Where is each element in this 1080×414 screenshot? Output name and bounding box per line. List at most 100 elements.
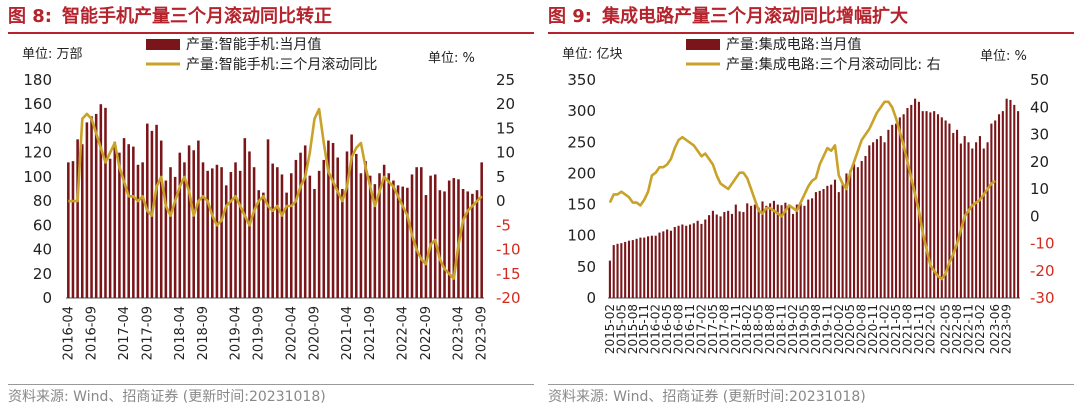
left-axis-tick: 300 (567, 102, 596, 120)
bar (952, 132, 955, 298)
bar (220, 167, 223, 298)
bar (164, 180, 168, 298)
chart-panel-ic: 图 9: 集成电路产量三个月滚动同比增幅扩大 单位: 亿块 单位: % 产量:集成电路… (548, 0, 1074, 414)
bar (612, 245, 615, 298)
x-axis-tick: 2018-04 (173, 306, 188, 360)
left-axis-tick: 80 (33, 192, 52, 210)
right-axis-tick: 10 (1030, 180, 1049, 198)
right-axis-tick: -20 (496, 289, 521, 307)
bar (719, 216, 722, 298)
left-axis-tick: 0 (42, 289, 52, 307)
bar (940, 117, 943, 298)
bar (856, 167, 859, 298)
x-axis-tick: 2021-04 (340, 306, 355, 360)
x-axis-tick: 2019-08 (809, 304, 823, 354)
right-axis-tick: 20 (1030, 153, 1049, 171)
bar (765, 205, 768, 298)
bar (201, 162, 205, 298)
bar (438, 190, 442, 298)
bar (401, 186, 404, 298)
x-axis-tick: 2015-11 (637, 304, 651, 354)
left-axis-tick: 180 (23, 71, 52, 89)
legend-line-label: 产量:集成电路:三个月滚动同比: 右 (726, 56, 941, 73)
bar (415, 167, 418, 298)
bar (742, 212, 745, 298)
x-axis-tick: 2023-09 (475, 306, 490, 360)
left-axis-unit: 单位: 亿块 (562, 47, 623, 62)
bar (738, 211, 741, 298)
bar (122, 138, 126, 298)
x-axis-tick: 2021-09 (363, 306, 378, 360)
bar (299, 152, 302, 298)
bar (944, 120, 947, 298)
bar (902, 114, 905, 298)
right-axis-tick: -15 (496, 265, 521, 283)
x-axis-tick: 2015-05 (614, 304, 628, 354)
bar (276, 167, 279, 298)
bar (224, 185, 228, 298)
bar (624, 241, 627, 298)
bar (704, 219, 707, 298)
left-axis-tick: 150 (567, 196, 596, 214)
x-axis-tick: 2018-02 (740, 304, 754, 354)
bar (294, 159, 298, 298)
bar (313, 189, 316, 298)
bar (387, 173, 391, 298)
bar (967, 142, 970, 298)
bar (1017, 111, 1020, 299)
bar (206, 170, 209, 298)
bar (136, 164, 140, 298)
x-axis-tick: 2021-11 (912, 304, 926, 354)
bar (772, 200, 775, 298)
legend-bar-swatch (686, 39, 720, 50)
x-axis-tick: 2022-02 (923, 304, 937, 354)
x-axis-tick: 2023-06 (988, 304, 1002, 354)
right-axis-tick: -10 (496, 241, 521, 259)
bar (997, 114, 1001, 298)
bar (67, 162, 70, 298)
bar (257, 190, 261, 298)
x-axis-tick: 2016-02 (649, 304, 663, 354)
bar (822, 189, 825, 298)
bar (868, 145, 871, 298)
bar (368, 175, 372, 298)
bar (280, 174, 284, 298)
bar (480, 162, 483, 298)
bar (853, 164, 856, 298)
left-axis-tick: 20 (33, 265, 52, 283)
left-axis-tick: 140 (23, 119, 52, 137)
right-axis-unit: 单位: % (980, 49, 1027, 64)
bar (849, 170, 852, 298)
bar (336, 157, 339, 298)
bar (364, 161, 367, 298)
bar (303, 145, 307, 298)
x-axis-tick: 2022-11 (962, 304, 976, 354)
legend-line-label: 产量:智能手机:三个月滚动同比 (186, 56, 377, 73)
bar (108, 158, 112, 298)
x-axis-tick: 2019-02 (786, 304, 800, 354)
bar (350, 134, 353, 298)
bar (807, 199, 810, 298)
bar (1001, 111, 1004, 299)
bar (830, 184, 833, 298)
bar (132, 146, 135, 298)
bar (776, 204, 779, 298)
bar (936, 114, 940, 298)
bar (211, 168, 214, 298)
bar (971, 148, 974, 298)
bar (917, 101, 920, 298)
bar (753, 204, 756, 298)
bar (673, 226, 676, 298)
x-axis-tick: 2021-08 (900, 304, 914, 354)
bar (696, 220, 699, 298)
bar (1013, 104, 1016, 299)
bar (986, 142, 989, 298)
x-axis-tick: 2016-09 (85, 306, 100, 360)
x-axis-tick: 2017-09 (140, 306, 155, 360)
x-axis-tick: 2020-05 (843, 304, 857, 354)
bar (921, 111, 924, 299)
bar (461, 189, 465, 298)
x-axis-tick: 2020-09 (307, 306, 322, 360)
right-axis-tick: -20 (1030, 262, 1055, 280)
x-axis-tick: 2023-02 (973, 304, 987, 354)
